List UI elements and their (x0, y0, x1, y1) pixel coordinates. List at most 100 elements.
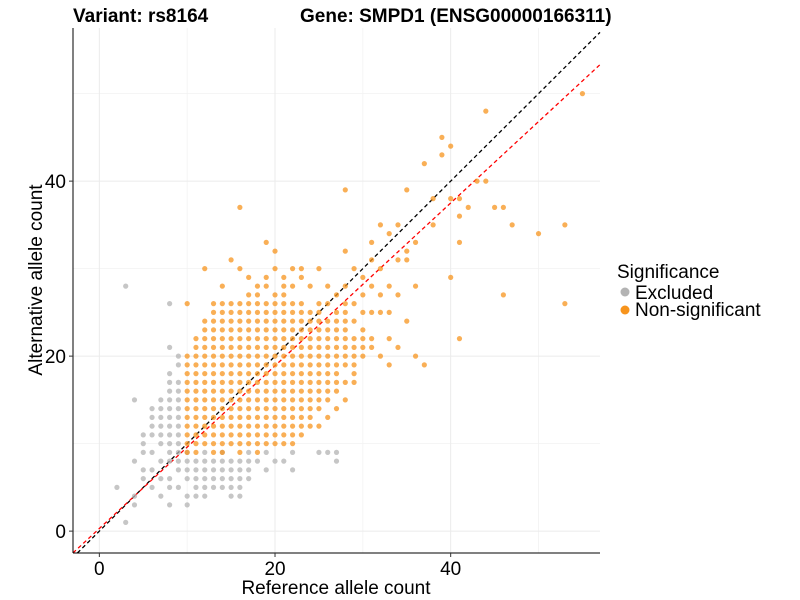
point-non-significant (263, 327, 269, 333)
point-non-significant (325, 371, 331, 377)
point-non-significant (263, 432, 269, 438)
point-non-significant (281, 283, 287, 289)
point-non-significant (289, 406, 296, 412)
point-non-significant (281, 414, 287, 420)
y-axis-title: Alternative allele count (26, 184, 47, 376)
point-excluded (149, 467, 155, 473)
point-non-significant (246, 397, 252, 403)
point-non-significant (281, 362, 287, 368)
point-non-significant (448, 196, 454, 202)
point-non-significant (289, 379, 296, 385)
point-non-significant (430, 222, 436, 228)
point-non-significant (193, 432, 199, 438)
point-non-significant (333, 309, 340, 315)
point-non-significant (272, 432, 278, 438)
point-non-significant (421, 362, 427, 368)
point-non-significant (404, 187, 410, 193)
point-non-significant (272, 336, 278, 342)
point-excluded (167, 432, 173, 438)
point-non-significant (193, 353, 199, 359)
point-non-significant (412, 239, 419, 245)
point-non-significant (228, 379, 234, 385)
point-non-significant (219, 414, 225, 420)
point-non-significant (272, 309, 278, 315)
point-non-significant (298, 266, 304, 272)
point-non-significant (281, 353, 287, 359)
point-non-significant (298, 318, 304, 324)
point-non-significant (289, 301, 296, 307)
point-non-significant (325, 353, 331, 359)
point-non-significant (184, 441, 190, 447)
point-non-significant (263, 274, 269, 280)
point-non-significant (333, 362, 340, 368)
point-non-significant (492, 204, 498, 210)
point-non-significant (254, 309, 261, 315)
point-non-significant (281, 301, 287, 307)
point-non-significant (316, 327, 322, 333)
point-non-significant (272, 318, 278, 324)
point-non-significant (325, 388, 331, 394)
point-non-significant (307, 327, 313, 333)
point-non-significant (219, 353, 225, 359)
point-non-significant (202, 423, 208, 429)
point-non-significant (263, 239, 269, 245)
point-non-significant (210, 353, 217, 359)
point-non-significant (307, 397, 313, 403)
point-non-significant (465, 204, 471, 210)
point-non-significant (202, 379, 208, 385)
point-non-significant (307, 406, 313, 412)
point-non-significant (325, 414, 331, 420)
point-excluded (246, 449, 252, 455)
point-excluded (158, 441, 164, 447)
point-non-significant (316, 318, 322, 324)
point-non-significant (246, 432, 252, 438)
point-excluded (175, 484, 181, 490)
point-non-significant (307, 309, 313, 315)
point-excluded (123, 283, 129, 289)
point-non-significant (316, 301, 322, 307)
point-non-significant (246, 423, 252, 429)
point-non-significant (386, 231, 392, 237)
point-excluded (167, 344, 173, 350)
point-non-significant (228, 327, 234, 333)
point-non-significant (237, 327, 243, 333)
point-non-significant (360, 274, 366, 280)
point-non-significant (184, 353, 190, 359)
point-excluded (158, 458, 164, 464)
point-excluded (167, 449, 173, 455)
point-non-significant (202, 414, 208, 420)
point-non-significant (184, 388, 190, 394)
y-tick-label: 20 (45, 347, 66, 368)
point-non-significant (307, 344, 313, 350)
point-non-significant (193, 362, 199, 368)
point-non-significant (307, 336, 313, 342)
point-non-significant (316, 344, 322, 350)
point-non-significant (342, 248, 348, 254)
point-non-significant (281, 336, 287, 342)
point-non-significant (246, 353, 252, 359)
point-non-significant (202, 432, 208, 438)
point-non-significant (228, 414, 234, 420)
point-non-significant (342, 327, 348, 333)
point-non-significant (210, 309, 217, 315)
point-non-significant (377, 266, 384, 272)
point-excluded (193, 458, 199, 464)
point-non-significant (228, 362, 234, 368)
point-non-significant (237, 449, 243, 455)
point-non-significant (298, 379, 304, 385)
point-non-significant (263, 362, 269, 368)
point-excluded (210, 458, 217, 464)
point-non-significant (377, 353, 384, 359)
point-excluded (175, 432, 181, 438)
point-excluded (202, 484, 208, 490)
point-non-significant (272, 371, 278, 377)
point-non-significant (193, 441, 199, 447)
point-excluded (175, 441, 181, 447)
point-excluded (158, 414, 164, 420)
point-non-significant (237, 432, 243, 438)
point-non-significant (210, 362, 217, 368)
point-non-significant (289, 336, 296, 342)
point-non-significant (228, 441, 234, 447)
point-non-significant (272, 441, 278, 447)
